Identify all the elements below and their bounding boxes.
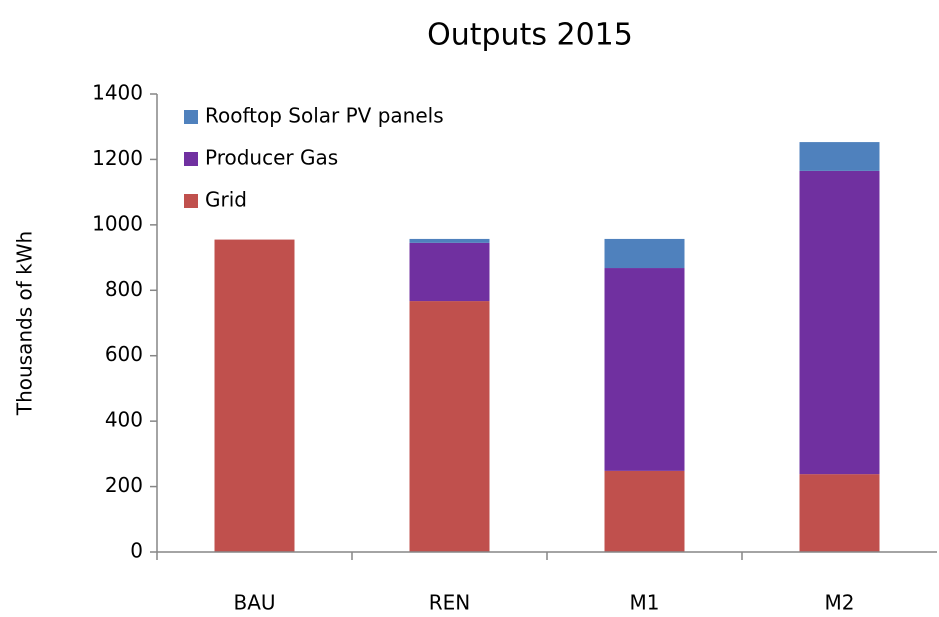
bar-segment xyxy=(604,238,685,269)
y-tick-label: 200 xyxy=(105,473,143,497)
y-tick-label: 600 xyxy=(105,342,143,366)
legend-swatch xyxy=(184,110,198,124)
x-tick-label: BAU xyxy=(233,591,275,615)
legend-label: Producer Gas xyxy=(205,146,338,170)
y-tick-label: 1000 xyxy=(92,211,143,235)
legend-swatch xyxy=(184,152,198,166)
y-axis-label: Thousands of kWh xyxy=(13,231,37,416)
bar-segment xyxy=(799,142,880,171)
bar-segment xyxy=(409,301,490,552)
chart-title: Outputs 2015 xyxy=(427,18,633,53)
legend-swatch xyxy=(184,194,198,208)
bar-segment xyxy=(604,268,685,471)
x-tick-label: REN xyxy=(429,591,471,615)
y-tick-label: 400 xyxy=(105,408,143,432)
bar-segment xyxy=(604,470,685,552)
bar-segment xyxy=(409,238,490,243)
y-tick-label: 1400 xyxy=(92,81,143,105)
y-tick-label: 0 xyxy=(130,539,143,563)
bar-segment xyxy=(214,239,295,553)
x-tick-label: M1 xyxy=(630,591,660,615)
bar-segment xyxy=(409,242,490,302)
y-tick-label: 800 xyxy=(105,277,143,301)
y-tick-label: 1200 xyxy=(92,146,143,170)
legend-label: Rooftop Solar PV panels xyxy=(205,104,444,128)
bar-segment xyxy=(799,170,880,475)
x-tick-label: M2 xyxy=(825,591,855,615)
legend-label: Grid xyxy=(205,188,247,212)
bar-segment xyxy=(799,474,880,552)
